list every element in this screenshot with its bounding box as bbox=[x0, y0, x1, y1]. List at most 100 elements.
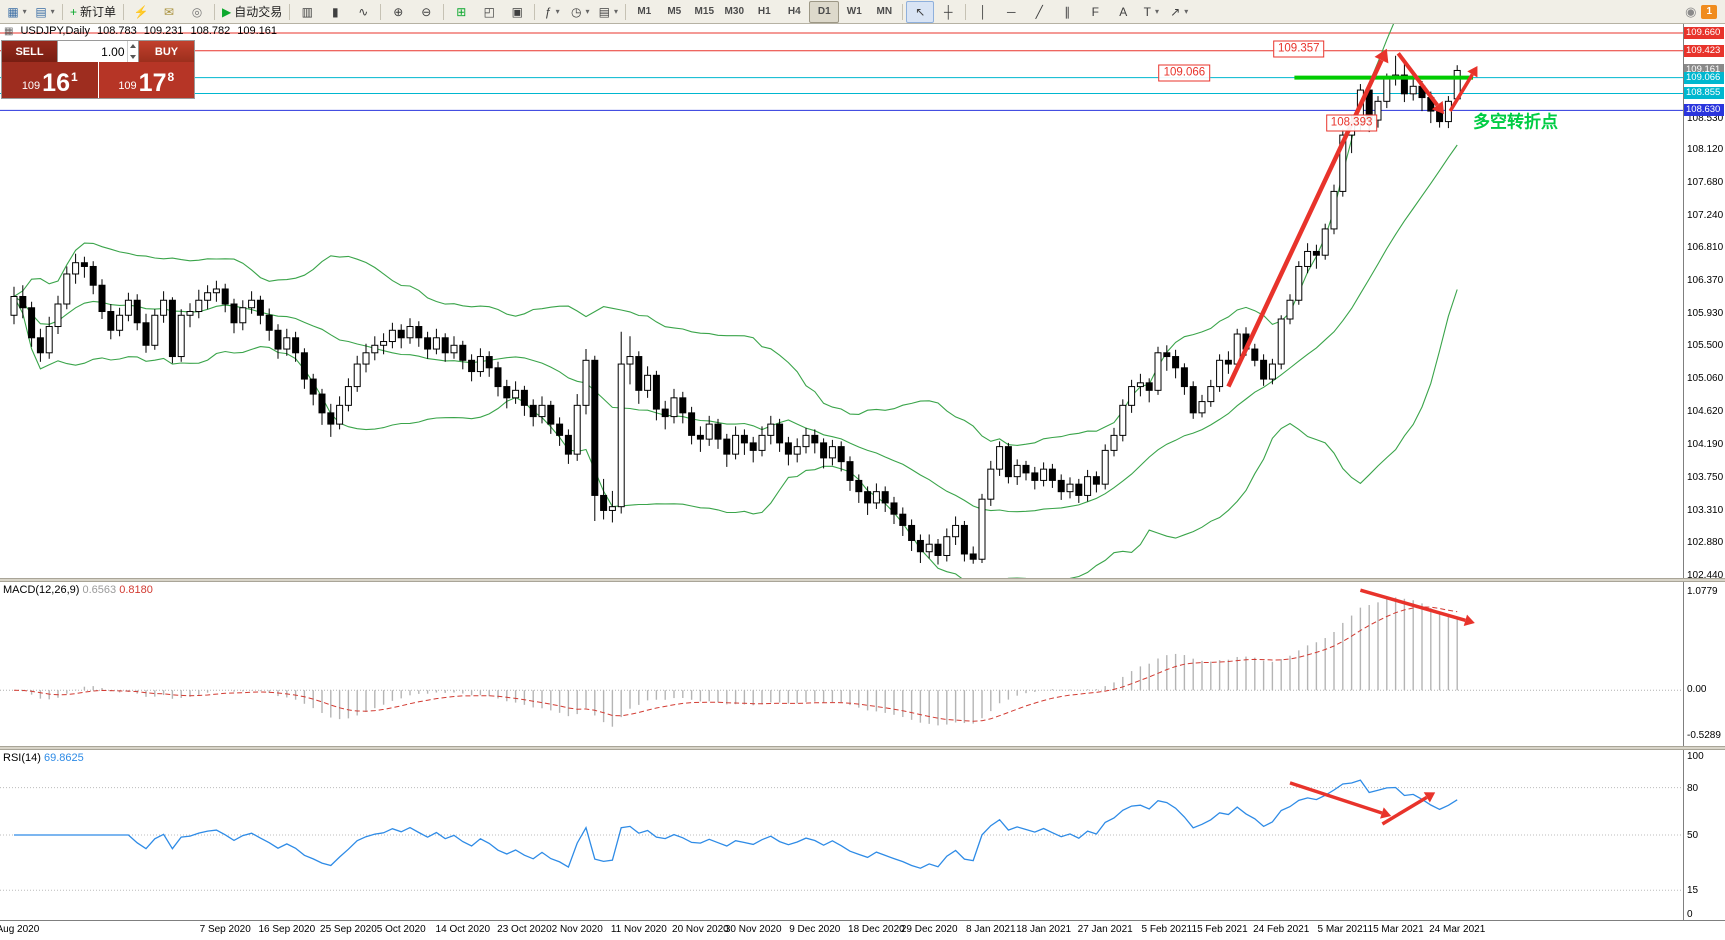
rsi-panel[interactable]: RSI(14) 69.8625 100 80 50 15 0 bbox=[0, 750, 1725, 920]
date-label: 11 Nov 2020 bbox=[610, 924, 667, 935]
volume-input[interactable] bbox=[58, 41, 127, 62]
price-tick: 105.060 bbox=[1687, 373, 1724, 385]
date-label: 5 Feb 2021 bbox=[1141, 924, 1193, 935]
template-selector-button[interactable]: ▤ ▾ bbox=[594, 1, 622, 23]
autotrading-icon: ▶ bbox=[222, 4, 232, 19]
text-tool-button[interactable]: A bbox=[1109, 1, 1137, 23]
zoom-out-button[interactable]: ⊖ bbox=[412, 1, 440, 23]
toolbar-separator bbox=[289, 3, 291, 20]
ask-handle: 109 bbox=[118, 80, 137, 92]
new-order-button[interactable]: + 新订单 bbox=[66, 1, 120, 23]
rsi-value: 69.8625 bbox=[43, 752, 84, 764]
date-label: 8 Jan 2021 bbox=[966, 924, 1016, 935]
auto-arrange-button[interactable]: ▣ bbox=[503, 1, 531, 23]
price-chart-svg[interactable] bbox=[0, 24, 1683, 578]
price-tick: 108.530 bbox=[1687, 112, 1724, 124]
price-marker: 109.423 bbox=[1684, 44, 1724, 57]
timeframe-m5-button[interactable]: M5 bbox=[659, 1, 689, 23]
tile-windows-button[interactable]: ⊞ bbox=[447, 1, 475, 23]
macd-svg[interactable] bbox=[0, 582, 1683, 746]
rsi-label: RSI(14) 69.8625 bbox=[3, 752, 84, 764]
bar-chart-mode-button[interactable]: ▥ bbox=[293, 1, 321, 23]
price-axis[interactable]: 108.530 108.120 107.680 107.240 106.810 106.3… bbox=[1683, 24, 1725, 581]
toolbar-separator bbox=[214, 3, 216, 20]
panel-splitter-rsi[interactable] bbox=[0, 746, 1725, 750]
price-marker: 108.855 bbox=[1684, 87, 1724, 100]
date-label: 18 Jan 2021 bbox=[1016, 924, 1072, 935]
line-chart-mode-button[interactable]: ∿ bbox=[349, 1, 377, 23]
date-label: 7 Sep 2020 bbox=[199, 924, 251, 935]
volume-up-button[interactable] bbox=[128, 41, 138, 52]
timeframe-h1-button[interactable]: H1 bbox=[749, 1, 779, 23]
candle-chart-mode-button[interactable]: ▮ bbox=[321, 1, 349, 23]
timeframe-m5-icon: M5 bbox=[667, 5, 682, 17]
sell-button[interactable]: SELL bbox=[2, 41, 57, 62]
toolbar-groups: ▦ ▾ ▤ ▾ + 新订单 ⚡ ✉ ◎ ▶ 自动交易 ▥ ▮ ∿ ⊕ ⊖ ⊞ ◰ ▣ ƒ ▾ ◷ ▾ ▤ ▾ M1 M5 M15 M30… bbox=[3, 0, 1193, 23]
timeframe-mn-button[interactable]: MN bbox=[869, 1, 899, 23]
mailbox-button[interactable]: ✉ bbox=[155, 1, 183, 23]
vertical-line-tool-button[interactable]: │ bbox=[969, 1, 997, 23]
ask-price-button[interactable]: 109 17 8 bbox=[98, 62, 194, 98]
chart-window[interactable]: 108.530 108.120 107.680 107.240 106.810 106.3… bbox=[0, 24, 1725, 581]
autotrading-button[interactable]: ▶ 自动交易 bbox=[218, 1, 286, 23]
timeframe-d1-button[interactable]: D1 bbox=[809, 0, 840, 23]
date-label: 25 Sep 2020 bbox=[320, 924, 377, 935]
indicators-list-button[interactable]: ƒ ▾ bbox=[538, 1, 566, 23]
autotrading-label: 自动交易 bbox=[234, 5, 283, 19]
shapes-tool-button[interactable]: T ▾ bbox=[1137, 1, 1165, 23]
symbol-period: USDJPY,Daily bbox=[20, 25, 90, 37]
timeframe-m15-button[interactable]: M15 bbox=[689, 1, 719, 23]
channel-tool-button[interactable]: ∥ bbox=[1053, 1, 1081, 23]
fibonacci-tool-icon: F bbox=[1091, 4, 1099, 19]
fibonacci-tool-button[interactable]: F bbox=[1081, 1, 1109, 23]
notification-badge[interactable]: 1 bbox=[1701, 4, 1717, 19]
bid-pips: 16 bbox=[42, 69, 70, 97]
price-tick: 108.120 bbox=[1687, 143, 1724, 155]
rsi-axis[interactable]: 100 80 50 15 0 bbox=[1683, 750, 1725, 920]
zoom-in-icon: ⊕ bbox=[393, 4, 404, 19]
horizontal-line-tool-icon: ─ bbox=[1007, 4, 1016, 19]
horizontal-line-tool-button[interactable]: ─ bbox=[997, 1, 1025, 23]
one-click-trading-panel: SELL BUY 109 16 1 109 17 bbox=[1, 40, 195, 99]
panel-splitter-macd[interactable] bbox=[0, 578, 1725, 582]
timeframe-w1-button[interactable]: W1 bbox=[839, 1, 869, 23]
zoom-out-icon: ⊖ bbox=[421, 4, 432, 19]
timeframe-m30-button[interactable]: M30 bbox=[719, 1, 749, 23]
bid-price-button[interactable]: 109 16 1 bbox=[2, 62, 98, 98]
chart-profiles-button[interactable]: ▤ ▾ bbox=[31, 1, 59, 23]
volume-down-button[interactable] bbox=[128, 52, 138, 63]
cascade-windows-button[interactable]: ◰ bbox=[475, 1, 503, 23]
toolbar-separator bbox=[902, 3, 904, 20]
macd-axis-tick: 1.0779 bbox=[1687, 586, 1718, 597]
price-tick: 107.680 bbox=[1687, 176, 1724, 188]
timeframe-h4-button[interactable]: H4 bbox=[779, 1, 809, 23]
volume-stepper bbox=[126, 41, 138, 63]
rsi-axis-tick: 80 bbox=[1687, 782, 1699, 794]
timeframe-m1-button[interactable]: M1 bbox=[629, 1, 659, 23]
macd-panel[interactable]: MACD(12,26,9) 0.6563 0.8180 1.0779 0.00 -0… bbox=[0, 582, 1725, 746]
rsi-svg[interactable] bbox=[0, 750, 1683, 920]
buy-button[interactable]: BUY bbox=[139, 41, 194, 62]
price-tick: 107.240 bbox=[1687, 209, 1724, 221]
macd-axis[interactable]: 1.0779 0.00 -0.5289 bbox=[1683, 582, 1725, 746]
zoom-in-button[interactable]: ⊕ bbox=[384, 1, 412, 23]
date-label: 5 Mar 2021 bbox=[1317, 924, 1369, 935]
indicators-list-dropdown-icon: ▾ bbox=[555, 7, 560, 16]
timeframe-h4-icon: H4 bbox=[787, 5, 801, 17]
period-selector-button[interactable]: ◷ ▾ bbox=[566, 1, 594, 23]
new-chart-button[interactable]: ▦ ▾ bbox=[3, 1, 31, 23]
time-axis[interactable]: 4 Aug 2020 7 Sep 2020 16 Sep 2020 25 Sep 20… bbox=[0, 920, 1725, 940]
market-watch-button[interactable]: ◎ bbox=[183, 1, 211, 23]
macd-main-value: 0.6563 bbox=[82, 584, 117, 596]
date-label: 4 Aug 2020 bbox=[0, 924, 40, 935]
crosshair-tool-button[interactable]: ┼ bbox=[934, 1, 962, 23]
community-icon[interactable]: ◉ bbox=[1685, 3, 1697, 19]
cursor-tool-button[interactable]: ↖ bbox=[906, 0, 935, 23]
toolbar-right: ◉ 1 bbox=[1685, 4, 1722, 20]
alerts-button[interactable]: ⚡ bbox=[127, 1, 155, 23]
trendline-tool-button[interactable]: ╱ bbox=[1025, 1, 1053, 23]
price-tick: 105.930 bbox=[1687, 308, 1724, 319]
new-order-label: 新订单 bbox=[80, 5, 117, 19]
period-selector-dropdown-icon: ▾ bbox=[585, 7, 590, 16]
arrow-tools-button[interactable]: ↗ ▾ bbox=[1165, 1, 1193, 23]
